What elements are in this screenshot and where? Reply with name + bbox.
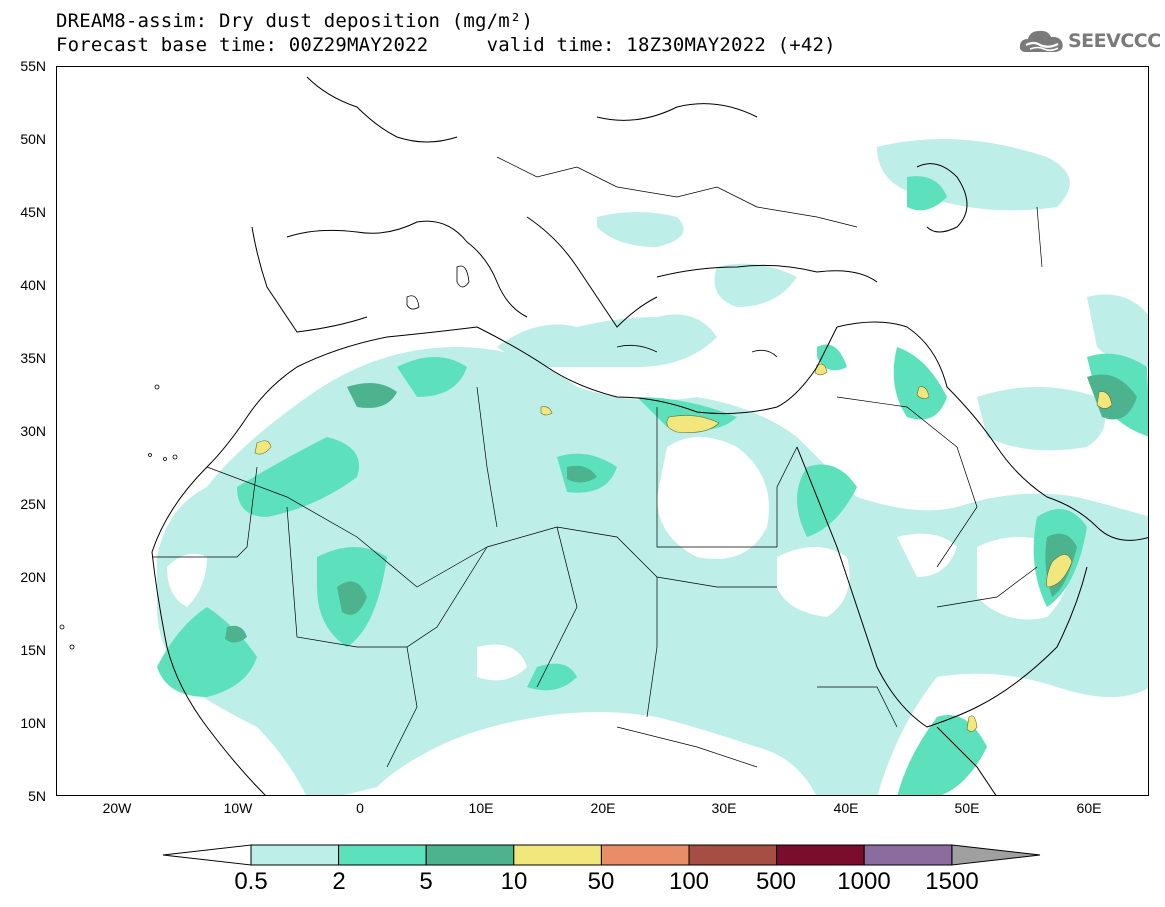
colorbar-label-1500: 1500 — [925, 868, 979, 895]
lat-tick-45n: 45N — [20, 204, 46, 220]
colorbar-segments — [250, 844, 953, 866]
colorbar-over-triangle — [951, 844, 1041, 866]
colorbar-segment — [863, 844, 953, 866]
lat-tick-10n: 10N — [20, 715, 46, 731]
lat-tick-5n: 5N — [28, 788, 46, 804]
colorbar-label-2: 2 — [332, 868, 346, 895]
lat-tick-55n: 55N — [20, 58, 46, 74]
coastlines — [151, 76, 1148, 795]
colorbar — [162, 844, 1041, 866]
colorbar-segment — [600, 844, 690, 866]
lat-tick-30n: 30N — [20, 423, 46, 439]
colorbar-segment — [425, 844, 515, 866]
islands — [59, 265, 778, 650]
lon-tick-40e: 40E — [833, 800, 859, 816]
colorbar-label-50: 50 — [587, 868, 615, 895]
lon-tick-10e: 10E — [468, 800, 494, 816]
colorbar-label-0.5: 0.5 — [234, 868, 268, 895]
lon-tick-20w: 20W — [102, 800, 132, 816]
lat-tick-50n: 50N — [20, 131, 46, 147]
colorbar-segment — [688, 844, 778, 866]
colorbar-segment — [250, 844, 340, 866]
country-borders — [152, 156, 1043, 768]
cloud-icon — [1019, 30, 1063, 52]
colorbar-segment — [776, 844, 865, 866]
colorbar-segment — [513, 844, 602, 866]
deposition-shading-2-5 — [157, 176, 1148, 795]
map-panel[interactable] — [56, 66, 1149, 796]
logo-text: SEEVCCC — [1068, 30, 1161, 52]
deposition-shading-10-50 — [254, 363, 1113, 732]
colorbar-label-10: 10 — [500, 868, 528, 895]
colorbar-label-100: 100 — [668, 868, 710, 895]
forecast-times: Forecast base time: 00Z29MAY2022 valid t… — [56, 34, 836, 56]
colorbar-segment — [338, 844, 427, 866]
seevccc-logo: SEEVCCC — [1018, 26, 1161, 58]
dust-deposition-map — [59, 76, 1148, 795]
lat-tick-25n: 25N — [20, 496, 46, 512]
colorbar-under-triangle — [162, 844, 252, 866]
lon-tick-50e: 50E — [954, 800, 980, 816]
colorbar-label-5: 5 — [419, 868, 433, 895]
lat-tick-40n: 40N — [20, 277, 46, 293]
lon-tick-30e: 30E — [711, 800, 737, 816]
lon-tick-0: 0 — [356, 800, 364, 816]
lon-tick-10w: 10W — [223, 800, 253, 816]
lat-tick-20n: 20N — [20, 569, 46, 585]
lon-tick-60e: 60E — [1076, 800, 1102, 816]
colorbar-label-500: 500 — [755, 868, 797, 895]
lat-tick-15n: 15N — [20, 642, 46, 658]
colorbar-label-1000: 1000 — [837, 868, 891, 895]
map-title: DREAM8-assim: Dry dust deposition (mg/m²… — [56, 10, 534, 32]
lon-tick-20e: 20E — [590, 800, 616, 816]
deposition-shading-5-10 — [225, 374, 1137, 643]
deposition-shading-0.5-2 — [157, 139, 1148, 795]
lat-tick-35n: 35N — [20, 350, 46, 366]
